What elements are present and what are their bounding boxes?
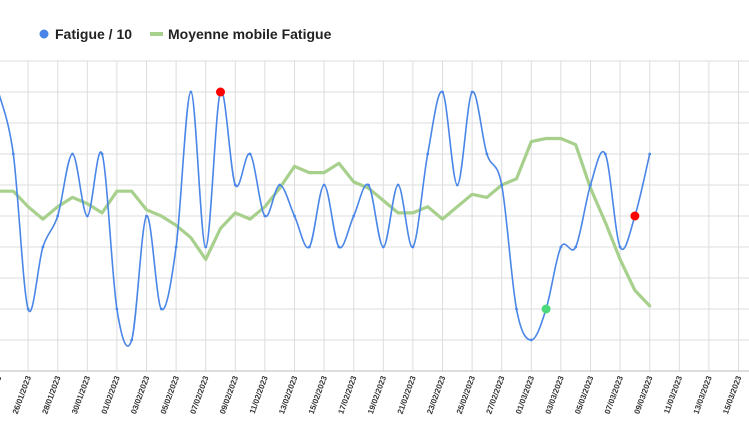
chart-series (0, 90, 652, 347)
legend-marker-moving-average (150, 32, 163, 36)
legend: Fatigue / 10 Moyenne mobile Fatigue (39, 26, 332, 42)
x-tick-label: 07/02/2023 (188, 374, 210, 415)
fatigue-point[interactable] (41, 245, 45, 249)
series-moving-average (0, 136, 652, 308)
legend-item-fatigue[interactable]: Fatigue / 10 (39, 26, 133, 42)
fatigue-point[interactable] (381, 245, 385, 249)
fatigue-point[interactable] (293, 214, 296, 218)
x-tick-label: 05/02/2023 (159, 374, 181, 415)
fatigue-point[interactable] (589, 183, 592, 187)
x-tick-label: 09/03/2023 (632, 374, 654, 415)
fatigue-point[interactable] (71, 152, 74, 156)
x-tick-label: 07/03/2023 (603, 374, 625, 415)
fatigue-point[interactable] (26, 307, 30, 311)
fatigue-point[interactable] (189, 90, 193, 94)
legend-label-moving-average: Moyenne mobile Fatigue (168, 26, 332, 42)
fatigue-point[interactable] (500, 183, 504, 187)
fatigue-point[interactable] (559, 245, 563, 249)
fatigue-point[interactable] (174, 245, 178, 249)
fatigue-point[interactable] (426, 152, 430, 156)
fatigue-point[interactable] (485, 152, 489, 156)
x-axis-tick-labels: 24/01/2023 26/01/2023 28/01/2023 30/01/2023… (0, 374, 744, 415)
series-fatigue (0, 90, 652, 347)
x-tick-label: 09/02/2023 (218, 374, 240, 415)
x-tick-label: 13/03/2023 (692, 374, 714, 415)
x-tick-label: 17/02/2023 (336, 374, 358, 415)
x-tick-label: 11/03/2023 (662, 374, 684, 415)
fatigue-point[interactable] (367, 183, 370, 187)
fatigue-line (0, 90, 651, 347)
x-tick-label: 03/02/2023 (129, 374, 151, 415)
fatigue-point[interactable] (130, 338, 134, 342)
legend-label-fatigue: Fatigue / 10 (55, 26, 132, 42)
fatigue-point[interactable] (233, 183, 237, 187)
fatigue-point[interactable] (515, 307, 518, 311)
x-tick-label: 30/01/2023 (70, 374, 92, 415)
x-tick-label: 23/02/2023 (425, 374, 447, 415)
legend-item-moving-average[interactable]: Moyenne mobile Fatigue (150, 26, 332, 42)
x-tick-label: 26/01/2023 (11, 374, 33, 415)
fatigue-point[interactable] (441, 90, 444, 94)
x-tick-label: 01/02/2023 (100, 374, 122, 415)
fatigue-point[interactable] (322, 183, 326, 187)
fatigue-point[interactable] (115, 307, 119, 311)
fatigue-point[interactable] (159, 307, 163, 311)
x-tick-label: 25/02/2023 (455, 374, 477, 415)
fatigue-point[interactable] (11, 152, 15, 156)
x-tick-label: 15/02/2023 (307, 374, 329, 415)
fatigue-point[interactable] (204, 245, 208, 249)
x-tick-label: 13/02/2023 (277, 374, 299, 415)
fatigue-point[interactable] (56, 214, 60, 218)
fatigue-point[interactable] (278, 183, 282, 187)
fatigue-point[interactable] (455, 183, 459, 187)
fatigue-point[interactable] (396, 183, 400, 187)
fatigue-point[interactable] (574, 245, 578, 249)
fatigue-point[interactable] (85, 214, 89, 218)
fatigue-point[interactable] (100, 152, 104, 156)
highlight-point[interactable] (541, 304, 551, 314)
fatigue-point[interactable] (648, 152, 652, 156)
fatigue-point[interactable] (263, 214, 267, 218)
fatigue-point[interactable] (603, 152, 607, 156)
x-tick-label: 15/03/2023 (721, 374, 743, 415)
x-tick-label: 24/01/2023 (0, 374, 4, 415)
x-tick-label: 05/03/2023 (573, 374, 595, 415)
chart-points (216, 87, 640, 314)
fatigue-point[interactable] (411, 245, 415, 249)
x-tick-label: 21/02/2023 (396, 374, 418, 415)
fatigue-point[interactable] (529, 338, 533, 342)
fatigue-point[interactable] (618, 245, 622, 249)
x-tick-label: 01/03/2023 (514, 374, 536, 415)
fatigue-point[interactable] (470, 90, 474, 94)
x-tick-label: 28/01/2023 (40, 374, 62, 415)
x-tick-label: 03/03/2023 (544, 374, 566, 415)
fatigue-point[interactable] (248, 152, 252, 156)
x-tick-label: 11/02/2023 (248, 374, 270, 415)
legend-marker-fatigue (39, 29, 49, 39)
fatigue-point[interactable] (337, 245, 341, 249)
fatigue-point[interactable] (352, 214, 356, 218)
x-tick-label: 19/02/2023 (366, 374, 388, 415)
moving-average-line (0, 136, 652, 308)
fatigue-point[interactable] (307, 245, 311, 249)
highlight-point[interactable] (216, 87, 225, 97)
x-tick-label: 27/02/2023 (484, 374, 506, 415)
fatigue-point[interactable] (145, 214, 148, 218)
highlight-point[interactable] (630, 211, 640, 221)
